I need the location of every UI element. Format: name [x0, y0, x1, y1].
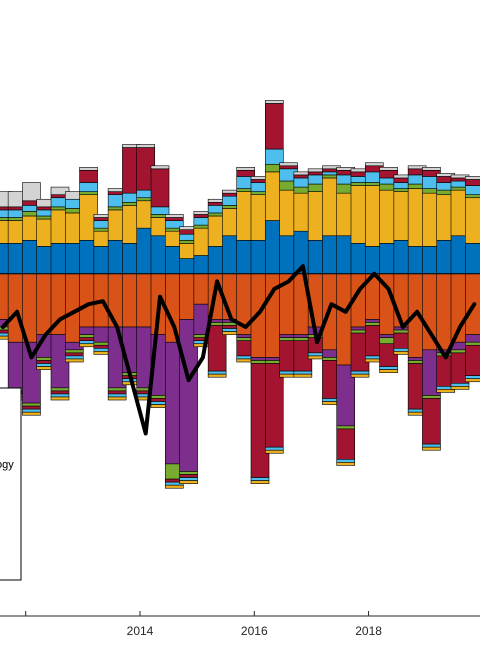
bar-segment-green — [336, 425, 356, 430]
bar-segment-darkred — [79, 170, 98, 183]
bar-segment-darkred — [150, 168, 170, 208]
bar-segment-yellow — [179, 480, 198, 484]
bar-segment-yellow — [22, 411, 41, 416]
bar-segment-green — [464, 341, 480, 346]
bar-segment-green — [179, 471, 198, 475]
bar-segment-green — [464, 194, 480, 199]
bar-segment-cyan — [264, 148, 284, 165]
bar-segment-darkred — [464, 344, 480, 376]
bar-segment-cyan — [336, 459, 356, 463]
bar-segment-green — [422, 395, 441, 399]
bar-segment-gray — [464, 176, 480, 180]
bar-segment-gray — [79, 167, 98, 171]
bar-segment-darkred — [164, 217, 184, 221]
bar-segment-gray — [236, 167, 256, 171]
x-axis: 2014 2016 2018 — [0, 611, 480, 638]
legend: ogy — [0, 387, 22, 581]
bar-segment-cyan — [64, 355, 84, 360]
bar-segment-yellow — [164, 484, 184, 489]
bar-segment-darkred — [336, 428, 356, 460]
bar-segment-yellow — [107, 396, 127, 401]
x-tick-label: 2016 — [241, 624, 268, 638]
bar-segment-cyan — [464, 185, 480, 195]
bar-segment-gray — [279, 162, 298, 167]
bar-segment-yellow — [464, 378, 480, 383]
bar-segment-cyan — [207, 370, 227, 375]
bar-segment-yellow — [250, 480, 270, 484]
bar-segment-yellow — [50, 396, 70, 401]
bar-segment-cyan — [350, 370, 370, 375]
bar-segment-gray — [164, 214, 184, 218]
bar-segment-darkred — [50, 390, 70, 395]
legend-entry-text: ogy — [0, 459, 14, 471]
bar-segment-gray — [50, 186, 70, 195]
bar-segment-cyan — [107, 393, 127, 398]
x-tick-label: 2018 — [355, 624, 382, 638]
bar-segment-purple — [464, 334, 480, 343]
bar-segment-gray — [364, 162, 384, 167]
bar-segment-blue — [464, 243, 480, 275]
bar-stacks — [0, 100, 480, 489]
bar-segment-yellow — [350, 373, 370, 378]
bar-segment-green — [50, 387, 70, 392]
bar-segment-darkred — [107, 390, 127, 395]
bar-segment-darkred — [422, 398, 441, 445]
bar-segment-cyan — [450, 382, 470, 387]
bar-segment-darkred — [179, 474, 198, 478]
bar-segment-gray — [264, 100, 284, 104]
bar-segment-green — [22, 402, 41, 407]
bar-segment-darkred — [464, 179, 480, 186]
bar-segment-yellow — [336, 462, 356, 466]
bar-segment-cyan — [422, 443, 441, 448]
bar-segment-darkred — [279, 165, 298, 170]
bar-segment-darkred — [236, 170, 256, 177]
bar-segment-green — [107, 387, 127, 392]
bar-segment-cyan — [464, 375, 480, 380]
bar-segment-cyan — [150, 206, 170, 215]
legend-box — [0, 387, 22, 581]
bar-segment-yellow — [293, 373, 313, 378]
bar-segment-yellow — [422, 446, 441, 451]
bar-segment-yellow — [207, 373, 227, 378]
bar-segment-cyan — [250, 477, 270, 481]
bar-segment-darkred — [22, 405, 41, 410]
bar-segment-cyan — [22, 408, 41, 413]
bar-segment-yellow — [464, 197, 480, 244]
bar-segment-gray — [150, 165, 170, 170]
bar-segment-gray — [379, 167, 398, 171]
bar-segment-darkred — [64, 352, 84, 357]
bar-segment-cyan — [379, 366, 398, 370]
bar-segment-cyan — [79, 182, 98, 192]
bar-segment-gray — [136, 144, 156, 148]
bar-segment-green — [79, 191, 98, 195]
bar-segment-green — [64, 349, 84, 354]
bar-segment-cyan — [293, 370, 313, 375]
x-tick-label: 2014 — [127, 624, 154, 638]
bar-segment-darkred — [264, 103, 284, 150]
bar-segment-yellow — [436, 389, 456, 393]
series-line — [0, 264, 477, 436]
bar-segment-yellow — [264, 449, 284, 454]
bar-segment-gray — [22, 182, 41, 202]
bar-segment-yellow — [450, 386, 470, 390]
bar-segment-cyan — [264, 446, 284, 451]
bar-segment-cyan — [50, 393, 70, 398]
bar-segment-cyan — [179, 477, 198, 481]
bar-segment-gray — [422, 167, 441, 171]
bar-segment-yellow — [64, 358, 84, 363]
bar-segment-yellow — [379, 369, 398, 373]
